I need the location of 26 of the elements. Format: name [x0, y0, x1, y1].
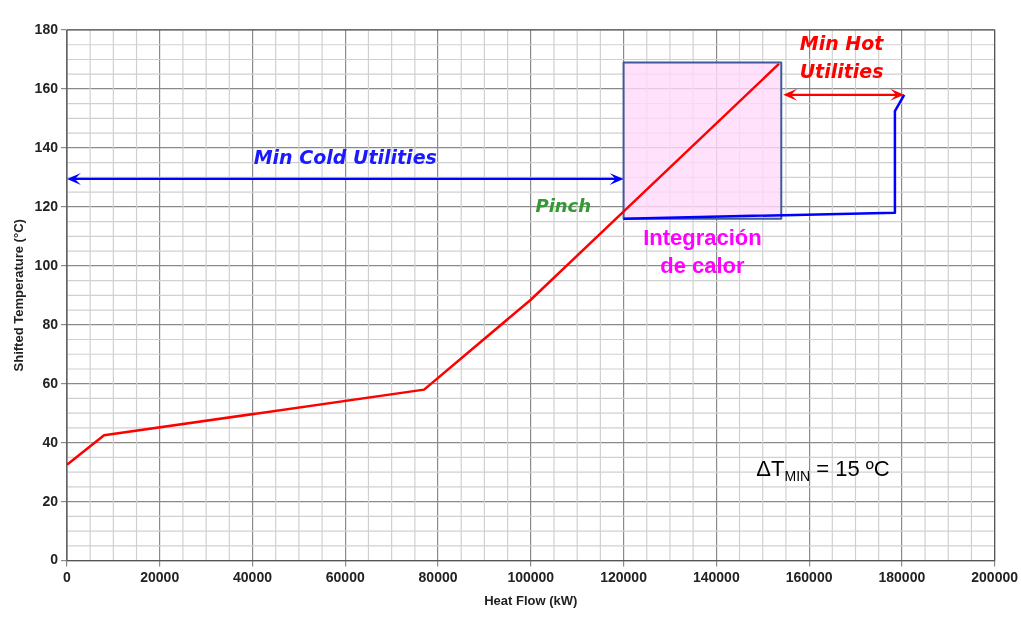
x-tick-label: 0 — [63, 568, 72, 585]
x-tick-label: 200000 — [971, 568, 1019, 585]
x-tick-label: 60000 — [325, 568, 365, 585]
y-tick-label: 60 — [42, 374, 59, 391]
x-tick-label: 180000 — [878, 568, 926, 585]
y-tick-label: 20 — [42, 492, 59, 509]
y-tick-label: 80 — [42, 315, 59, 332]
annotation: Min Hot Utilities — [799, 32, 885, 83]
x-tick-label: 40000 — [233, 568, 273, 585]
annotation: Min Cold Utilities — [253, 146, 437, 169]
x-axis-title: Heat Flow (kW) — [484, 592, 578, 608]
y-tick-label: 40 — [42, 433, 59, 450]
annotation: Integración de calor — [643, 224, 762, 278]
x-tick-label: 120000 — [600, 568, 648, 585]
x-tick-label: 100000 — [507, 568, 555, 585]
y-tick-label: 100 — [34, 256, 59, 273]
y-tick-label: 160 — [34, 79, 59, 96]
x-tick-label: 160000 — [785, 568, 833, 585]
y-tick-label: 120 — [34, 197, 59, 214]
y-tick-label: 0 — [50, 551, 59, 568]
y-axis-title: Shifted Temperature (°C) — [11, 219, 27, 372]
x-tick-label: 20000 — [140, 568, 180, 585]
x-tick-label: 80000 — [418, 568, 458, 585]
y-tick-label: 140 — [34, 138, 59, 155]
y-tick-label: 180 — [34, 20, 59, 37]
x-tick-label: 140000 — [692, 568, 740, 585]
